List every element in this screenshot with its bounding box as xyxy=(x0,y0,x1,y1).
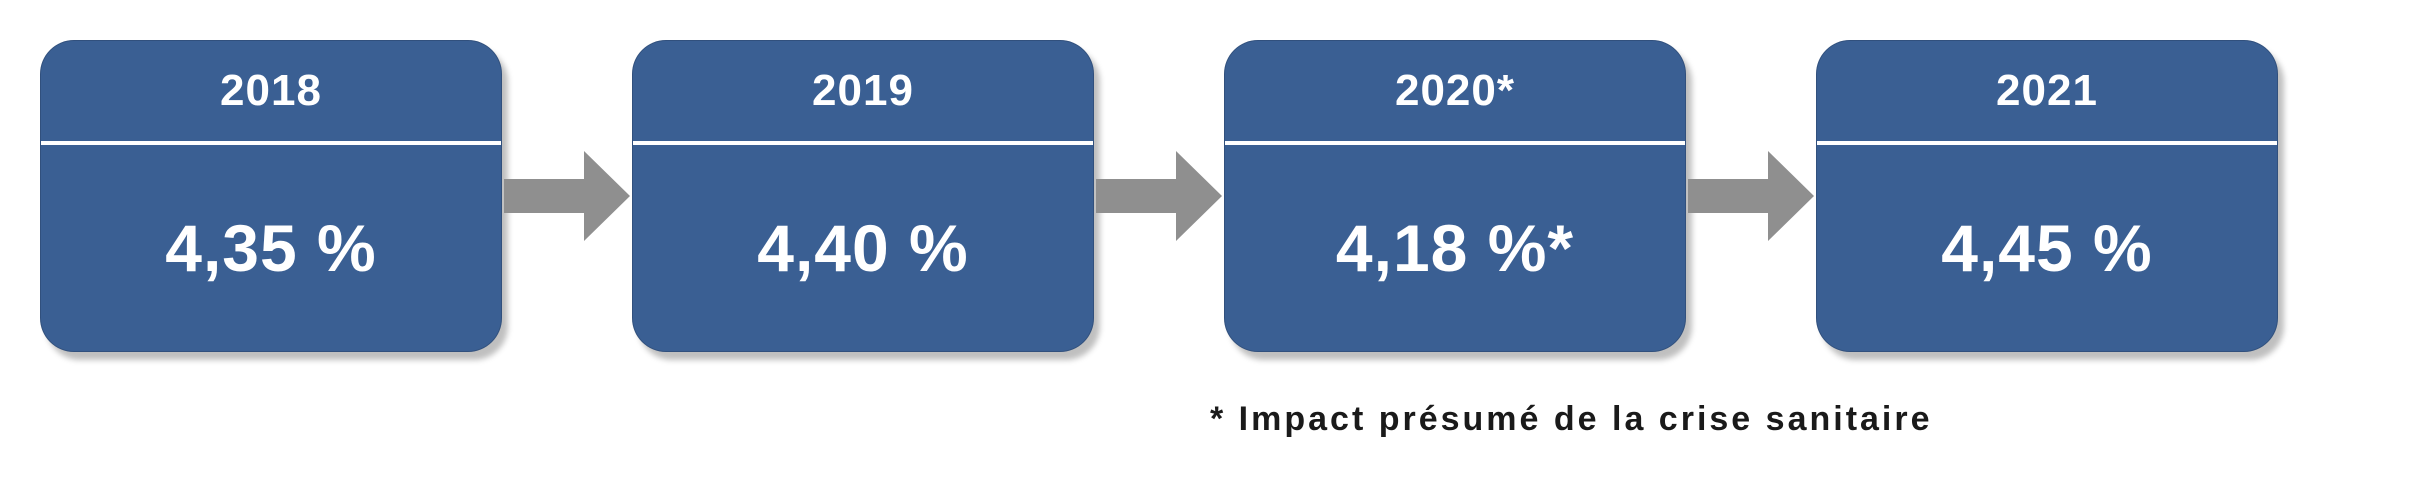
card-header: 2018 xyxy=(41,41,501,141)
card-2021: 2021 4,45 % xyxy=(1816,40,2278,352)
arrow-icon xyxy=(502,136,632,256)
arrow-icon xyxy=(1094,136,1224,256)
flow-row: 2018 4,35 % 2019 4,40 % 2020* 4,18 %* 20… xyxy=(40,40,2278,352)
infographic-flow: 2018 4,35 % 2019 4,40 % 2020* 4,18 %* 20… xyxy=(0,0,2410,500)
card-value: 4,45 % xyxy=(1817,145,2277,351)
card-2020: 2020* 4,18 %* xyxy=(1224,40,1686,352)
card-value: 4,18 %* xyxy=(1225,145,1685,351)
card-value: 4,35 % xyxy=(41,145,501,351)
footnote-text: * Impact présumé de la crise sanitaire xyxy=(1210,400,1933,439)
card-value: 4,40 % xyxy=(633,145,1093,351)
card-header: 2021 xyxy=(1817,41,2277,141)
arrow-icon xyxy=(1686,136,1816,256)
card-header: 2019 xyxy=(633,41,1093,141)
card-2018: 2018 4,35 % xyxy=(40,40,502,352)
card-2019: 2019 4,40 % xyxy=(632,40,1094,352)
card-header: 2020* xyxy=(1225,41,1685,141)
